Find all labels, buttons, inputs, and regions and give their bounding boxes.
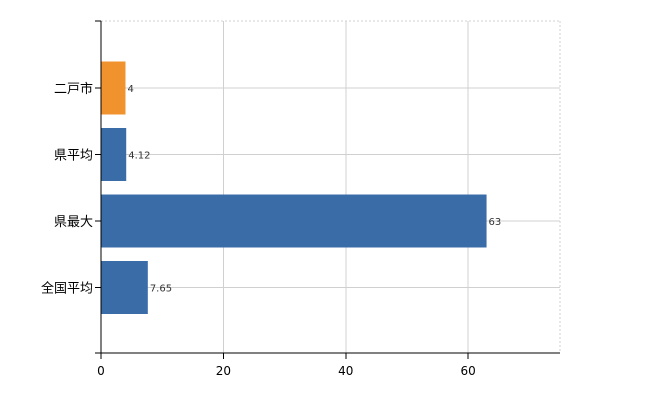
- data-label: 63: [489, 217, 502, 228]
- x-tick-label: 0: [97, 364, 105, 378]
- bar: [101, 128, 127, 181]
- data-label: 4.12: [128, 151, 150, 162]
- y-tick-label: 全国平均: [41, 281, 93, 297]
- y-tick-label: 県最大: [54, 215, 93, 230]
- x-tick-label: 40: [338, 364, 353, 378]
- bar: [101, 261, 148, 314]
- data-label: 4: [127, 84, 133, 95]
- bars: [101, 61, 487, 314]
- x-tick-label: 20: [216, 364, 231, 378]
- axes: [95, 20, 560, 359]
- bar: [101, 194, 487, 248]
- bar: [101, 61, 126, 115]
- y-tick-label: 二戸市: [54, 81, 93, 97]
- y-tick-label: 県平均: [54, 149, 93, 164]
- x-tick-label: 60: [461, 364, 476, 378]
- data-label: 7.65: [150, 284, 172, 295]
- labels: 4 二戸市 4.12 県平均 63 県最大 7.65 全国平均 0 20 40 60: [41, 81, 501, 378]
- grid: [101, 20, 561, 353]
